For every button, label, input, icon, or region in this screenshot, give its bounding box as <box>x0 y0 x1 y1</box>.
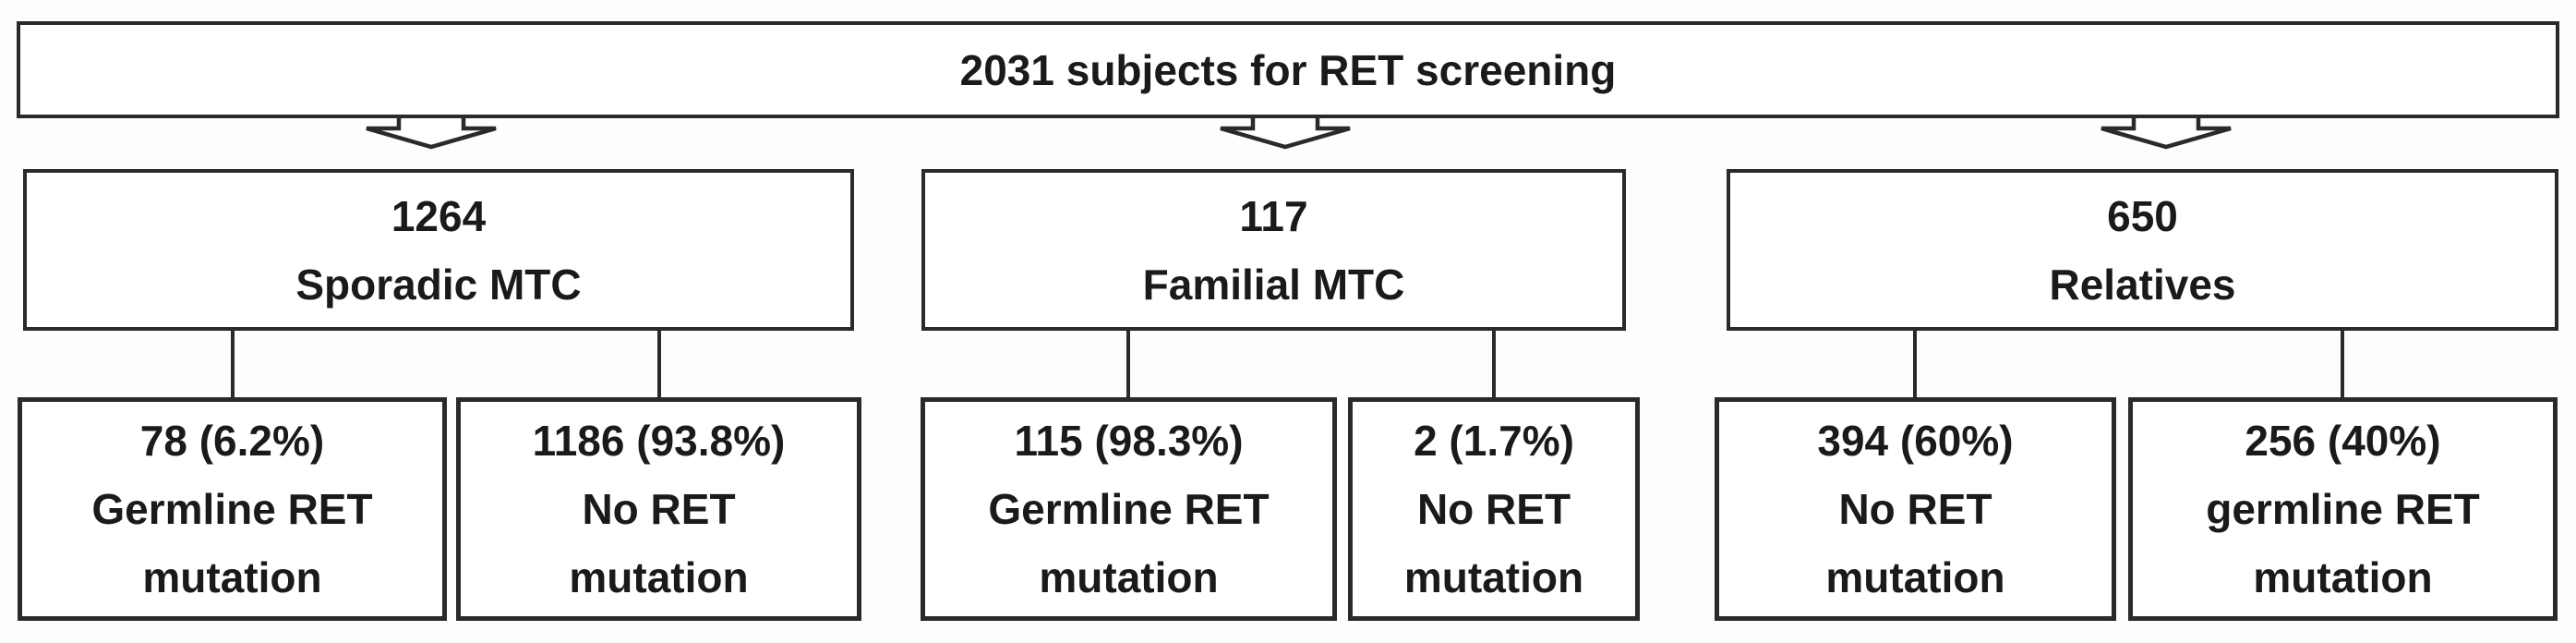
connector-line <box>1126 329 1130 399</box>
node-familial-mtc: 117 Familial MTC <box>921 169 1626 331</box>
connector-line <box>657 329 661 399</box>
node-relatives-label: Relatives <box>2049 260 2236 309</box>
node-value: 2 (1.7%) <box>1414 417 1574 465</box>
node-relatives-no-mutation: 394 (60%) No RET mutation <box>1715 397 2116 621</box>
node-label-line: mutation <box>2253 553 2433 601</box>
node-relatives: 650 Relatives <box>1727 169 2558 331</box>
node-sporadic-mtc: 1264 Sporadic MTC <box>23 169 854 331</box>
node-sporadic-mtc-count: 1264 <box>391 191 487 240</box>
node-label-line: mutation <box>569 553 749 601</box>
down-arrow-icon <box>2101 118 2232 150</box>
node-value: 256 (40%) <box>2245 417 2441 465</box>
connector-line <box>1492 329 1496 399</box>
node-value: 115 (98.3%) <box>1014 417 1244 465</box>
node-sporadic-mtc-label: Sporadic MTC <box>295 260 582 309</box>
connector-line <box>1913 329 1917 399</box>
node-label-line: No RET <box>1416 485 1571 533</box>
node-label-line: mutation <box>1403 553 1584 601</box>
node-label-line: germline RET <box>2206 485 2480 533</box>
node-total-subjects-label: 2031 subjects for RET screening <box>959 45 1617 94</box>
node-relatives-count: 650 <box>2107 191 2178 240</box>
node-sporadic-germline-mutation: 78 (6.2%) Germline RET mutation <box>18 397 447 621</box>
connector-line <box>2341 329 2344 399</box>
node-sporadic-no-mutation: 1186 (93.8%) No RET mutation <box>456 397 861 621</box>
node-label-line: Germline RET <box>91 485 373 533</box>
node-value: 1186 (93.8%) <box>532 417 786 465</box>
node-familial-germline-mutation: 115 (98.3%) Germline RET mutation <box>921 397 1337 621</box>
node-total-subjects: 2031 subjects for RET screening <box>17 21 2559 118</box>
down-arrow-icon <box>1220 118 1351 150</box>
node-label-line: Germline RET <box>988 485 1270 533</box>
connector-line <box>231 329 235 399</box>
node-value: 78 (6.2%) <box>139 417 325 465</box>
node-label-line: mutation <box>142 553 322 601</box>
node-label-line: No RET <box>1838 485 1992 533</box>
node-relatives-germline-mutation: 256 (40%) germline RET mutation <box>2128 397 2558 621</box>
node-value: 394 (60%) <box>1817 417 2014 465</box>
node-label-line: mutation <box>1039 553 1219 601</box>
down-arrow-icon <box>366 118 497 150</box>
node-familial-mtc-label: Familial MTC <box>1142 260 1405 309</box>
node-label-line: mutation <box>1825 553 2005 601</box>
node-familial-no-mutation: 2 (1.7%) No RET mutation <box>1348 397 1640 621</box>
node-label-line: No RET <box>582 485 736 533</box>
node-familial-mtc-count: 117 <box>1239 191 1308 240</box>
